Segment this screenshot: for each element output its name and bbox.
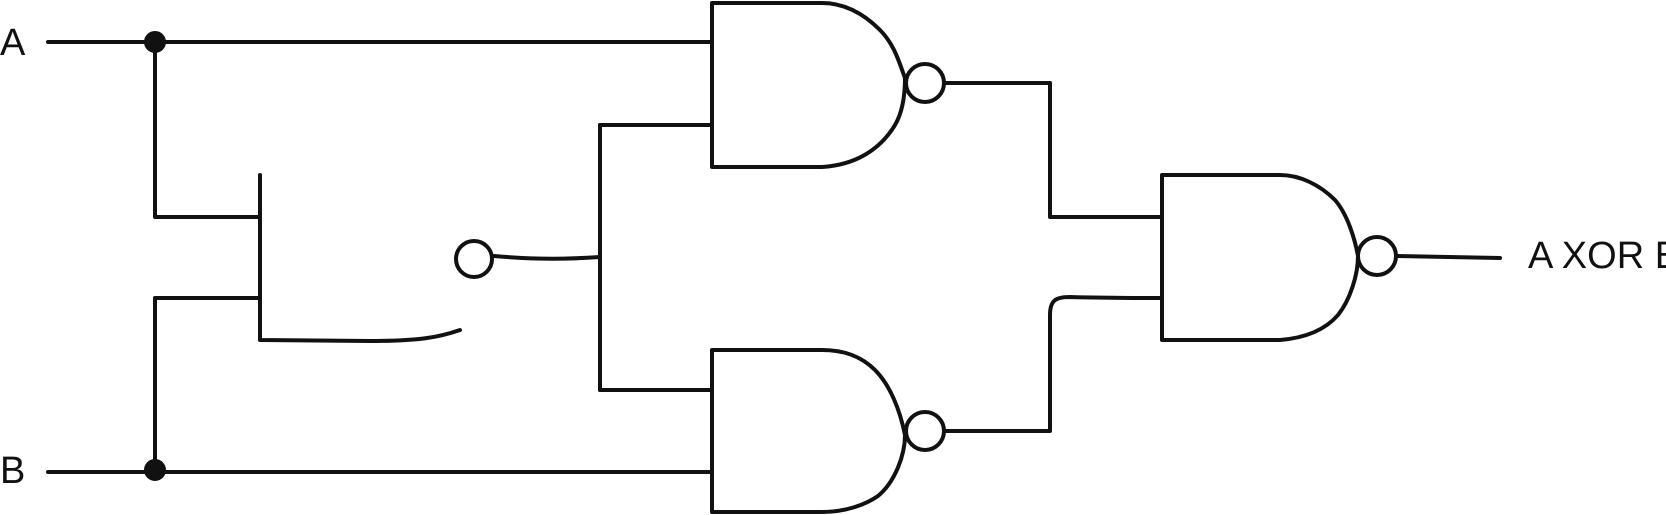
nand-gate-2: [710, 1, 946, 169]
wire-g1-out: [492, 254, 602, 261]
nand-gate-1-body: [258, 173, 462, 343]
nand-gate-2-bubble: [904, 62, 946, 104]
output-label: A XOR B: [1528, 235, 1666, 277]
wire-g3-out: [943, 295, 1162, 433]
nand-gate-1-bubble: [454, 239, 494, 279]
wire-g2-out: [943, 81, 1162, 219]
nand-gate-4-bubble: [1356, 235, 1398, 277]
nand-gate-2-body: [710, 1, 907, 169]
nand-gate-3: [710, 348, 946, 514]
junction-b: [144, 459, 166, 481]
wire-g4-out: [1394, 254, 1502, 260]
wires: [46, 40, 1502, 474]
nand-gate-3-body: [710, 348, 907, 514]
junction-a: [144, 31, 166, 53]
nand-gate-1: [258, 173, 494, 343]
wire-a-branch: [153, 40, 260, 219]
nand-gate-4-body: [1160, 173, 1360, 342]
nand-gate-4: [1160, 173, 1398, 342]
input-b-label: B: [0, 450, 25, 492]
wire-b-branch: [153, 296, 260, 474]
nand-gate-3-bubble: [904, 410, 946, 452]
input-a-label: A: [0, 22, 26, 64]
